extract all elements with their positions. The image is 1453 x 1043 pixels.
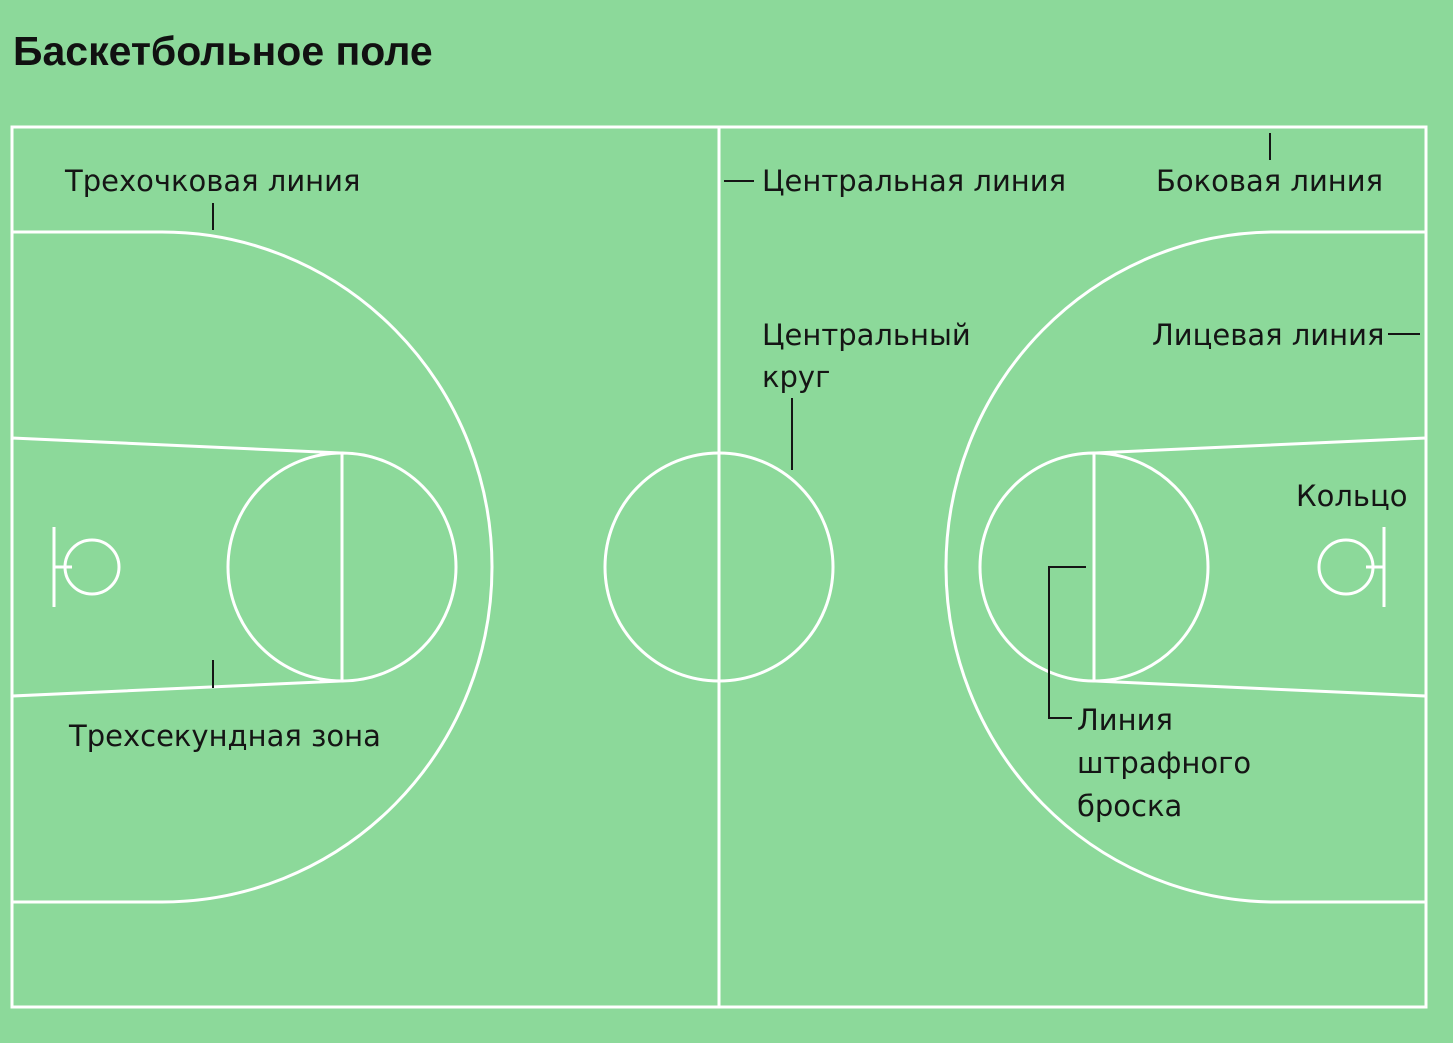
label-center-circle-1: Центральный bbox=[762, 318, 971, 352]
page-title: Баскетбольное поле bbox=[13, 28, 433, 74]
three-point-area-left bbox=[10, 230, 494, 904]
center-circle bbox=[603, 451, 835, 683]
free-throw-semicircle-inner-left bbox=[226, 451, 343, 683]
label-free-throw-3: броска bbox=[1077, 789, 1182, 823]
label-free-throw-2: штрафного bbox=[1077, 746, 1251, 780]
hoop-left-icon bbox=[52, 527, 121, 607]
label-center-line: Центральная линия bbox=[762, 164, 1066, 198]
free-throw-semicircle-outer-left bbox=[340, 451, 458, 683]
label-three-second-zone: Трехсекундная зона bbox=[68, 719, 381, 753]
free-throw-semicircle-inner-right bbox=[1093, 451, 1210, 683]
label-free-throw-1: Линия bbox=[1077, 703, 1173, 737]
three-point-area-right bbox=[944, 230, 1428, 904]
label-baseline: Лицевая линия bbox=[1152, 318, 1384, 352]
label-hoop: Кольцо bbox=[1296, 479, 1407, 513]
label-center-circle-2: круг bbox=[762, 360, 830, 394]
court-boundary bbox=[10, 125, 1428, 1009]
hoop-right-icon bbox=[1317, 527, 1386, 607]
label-three-point-line: Трехочковая линия bbox=[64, 164, 360, 198]
label-sideline: Боковая линия bbox=[1156, 164, 1383, 198]
leader-free-throw bbox=[1048, 566, 1086, 719]
